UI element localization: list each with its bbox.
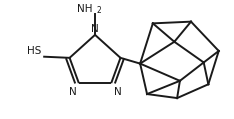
Text: NH: NH — [77, 4, 93, 14]
Text: 2: 2 — [96, 6, 101, 15]
Text: N: N — [91, 24, 99, 34]
Text: N: N — [113, 87, 121, 97]
Text: HS: HS — [27, 46, 42, 56]
Text: N: N — [69, 87, 77, 97]
